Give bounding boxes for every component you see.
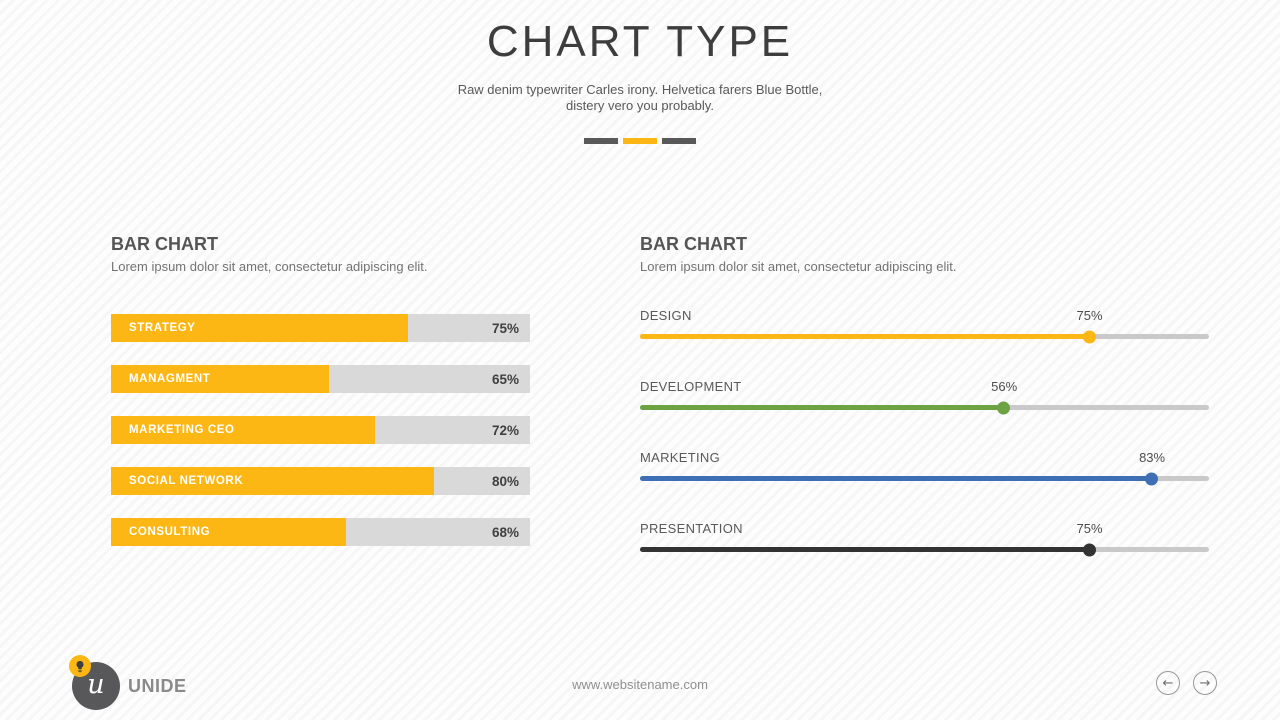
- slider-handle[interactable]: [1082, 330, 1096, 343]
- slider-fill: [640, 401, 1011, 414]
- slider-label: MARKETING: [640, 450, 720, 465]
- bar-label: CONSULTING: [129, 526, 211, 538]
- bar-value: 80%: [491, 473, 519, 489]
- bar-row: MARKETING CEO 72%: [111, 416, 530, 444]
- arrow-left-icon: ←: [1162, 675, 1174, 691]
- prev-slide-button[interactable]: ←: [1156, 671, 1180, 695]
- slider-track: [640, 472, 1209, 485]
- page-subtitle: Raw denim typewriter Carles irony. Helve…: [0, 82, 1280, 114]
- page-title: CHART TYPE: [486, 17, 794, 66]
- bar-value: 75%: [491, 320, 519, 336]
- slider-fill: [640, 330, 1096, 343]
- lightbulb-badge: [69, 655, 91, 677]
- bar-value: 72%: [491, 422, 519, 438]
- slider-label: DEVELOPMENT: [640, 379, 742, 394]
- bar-row: SOCIAL NETWORK 80%: [111, 467, 530, 495]
- arrow-right-icon: →: [1199, 675, 1211, 691]
- slider-value: 75%: [1076, 308, 1103, 323]
- right-chart-heading: BAR CHART: [640, 234, 747, 254]
- slider-track: [640, 543, 1209, 556]
- slider-row: DESIGN 75%: [640, 308, 1209, 343]
- slider-labels: PRESENTATION 75%: [640, 521, 1209, 537]
- subtitle-line-1: Raw denim typewriter Carles irony. Helve…: [457, 82, 823, 97]
- slider-value: 75%: [1076, 521, 1103, 536]
- logo-letter: u: [87, 669, 105, 700]
- bar-label: MANAGMENT: [129, 373, 211, 385]
- slider-handle[interactable]: [1082, 543, 1096, 556]
- next-slide-button[interactable]: →: [1193, 671, 1217, 695]
- bar-value: 68%: [491, 524, 519, 540]
- slider-chart: DESIGN 75% DEVELOPMENT 56%: [640, 308, 1209, 556]
- slider-row: PRESENTATION 75%: [640, 521, 1209, 556]
- slider-row: MARKETING 83%: [640, 450, 1209, 485]
- brand-name: UNIDE: [128, 676, 187, 696]
- slider-handle[interactable]: [997, 401, 1011, 414]
- bar-label: MARKETING CEO: [129, 424, 235, 436]
- bar-fill: MANAGMENT: [111, 365, 329, 393]
- website-url: www.websitename.com: [572, 677, 708, 692]
- right-bar-chart-section: BAR CHART Lorem ipsum dolor sit amet, co…: [640, 234, 1209, 592]
- lightbulb-icon: [76, 660, 84, 672]
- right-chart-subheading: Lorem ipsum dolor sit amet, consectetur …: [640, 259, 957, 274]
- slider-label: DESIGN: [640, 308, 692, 323]
- bar-row: STRATEGY 75%: [111, 314, 530, 342]
- header: CHART TYPE Raw denim typewriter Carles i…: [0, 0, 1280, 144]
- bar-fill: MARKETING CEO: [111, 416, 375, 444]
- slider-labels: MARKETING 83%: [640, 450, 1209, 466]
- subtitle-line-2: distery vero you probably.: [566, 98, 714, 113]
- bar-label: STRATEGY: [129, 322, 196, 334]
- bar-fill: CONSULTING: [111, 518, 346, 546]
- slider-value: 83%: [1139, 450, 1166, 465]
- slider-fill: [640, 543, 1096, 556]
- slider-handle[interactable]: [1145, 472, 1159, 485]
- bar-value: 65%: [491, 371, 519, 387]
- bar-row: MANAGMENT 65%: [111, 365, 530, 393]
- left-chart-subheading: Lorem ipsum dolor sit amet, consectetur …: [111, 259, 428, 274]
- slide-nav: ← →: [1156, 671, 1217, 695]
- brand-logo: u: [69, 655, 120, 710]
- slider-label: PRESENTATION: [640, 521, 743, 536]
- bar-fill: SOCIAL NETWORK: [111, 467, 434, 495]
- divider-dash: [584, 138, 618, 144]
- slider-row: DEVELOPMENT 56%: [640, 379, 1209, 414]
- slider-labels: DEVELOPMENT 56%: [640, 379, 1209, 395]
- slider-labels: DESIGN 75%: [640, 308, 1209, 324]
- title-divider: [0, 138, 1280, 144]
- slider-track: [640, 330, 1209, 343]
- slider-track: [640, 401, 1209, 414]
- slider-value: 56%: [991, 379, 1018, 394]
- left-chart-heading: BAR CHART: [111, 234, 218, 254]
- left-bar-chart-section: BAR CHART Lorem ipsum dolor sit amet, co…: [111, 234, 530, 569]
- divider-dash: [623, 138, 657, 144]
- bar-chart: STRATEGY 75% MANAGMENT 65% MARKETING CEO…: [111, 314, 530, 546]
- divider-dash: [662, 138, 696, 144]
- bar-fill: STRATEGY: [111, 314, 409, 342]
- bar-row: CONSULTING 68%: [111, 518, 530, 546]
- slider-fill: [640, 472, 1159, 485]
- bar-label: SOCIAL NETWORK: [129, 475, 244, 487]
